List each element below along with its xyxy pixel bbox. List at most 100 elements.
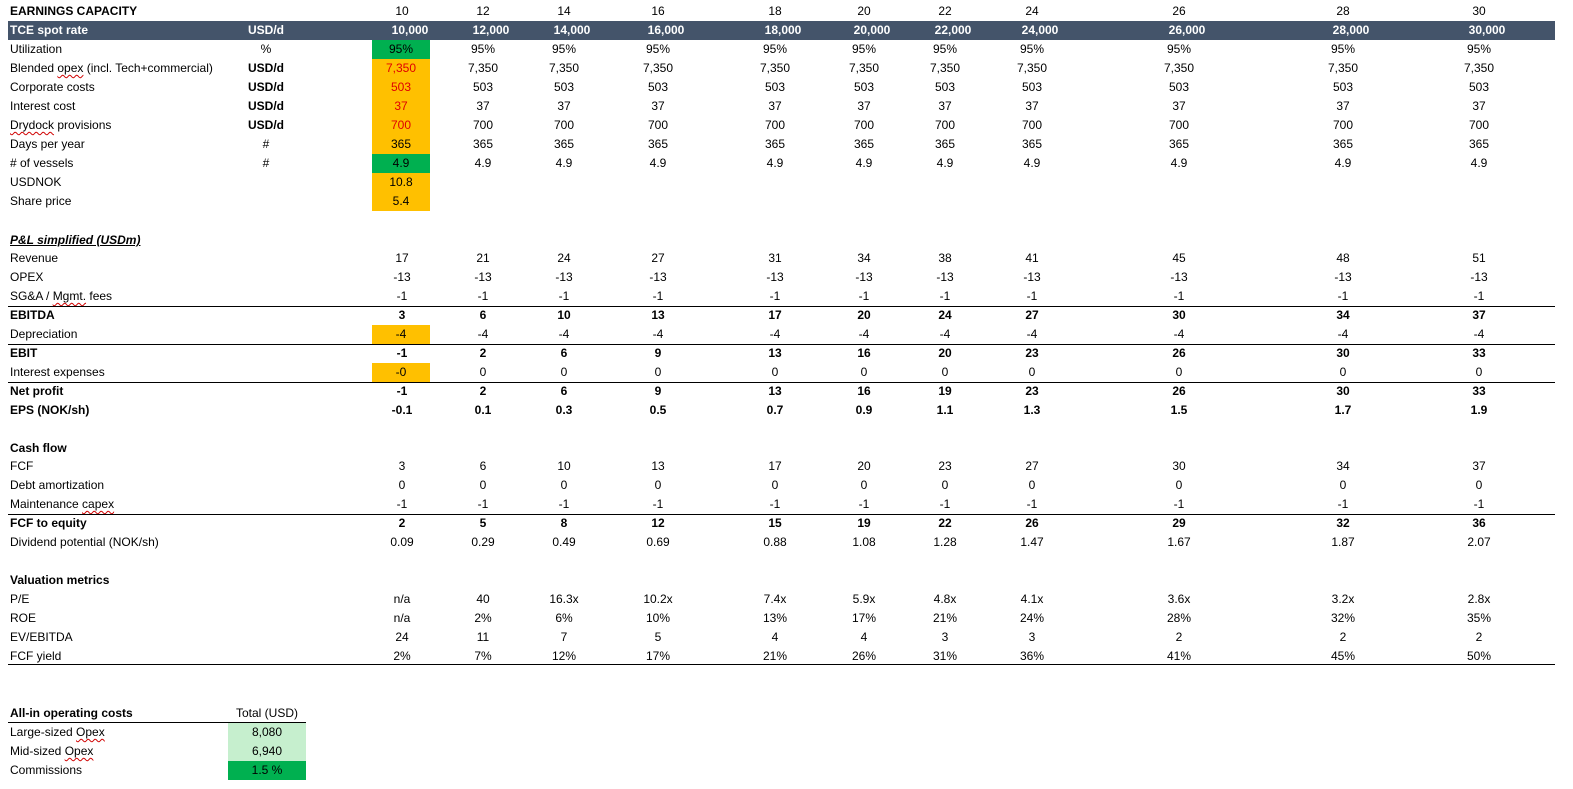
value-cell[interactable]: 1.9	[1470, 403, 1488, 417]
value-cell[interactable]: 10%	[645, 611, 671, 625]
value-cell[interactable]: 17%	[851, 611, 877, 625]
value-cell[interactable]: 0	[479, 478, 487, 492]
row-label[interactable]: ROE	[10, 611, 37, 625]
value-cell[interactable]: -1	[396, 497, 408, 511]
value-cell[interactable]: 0.1	[474, 403, 492, 417]
value-cell[interactable]: 1.1	[936, 403, 954, 417]
value-cell[interactable]: 700	[372, 116, 430, 135]
value-cell[interactable]: 0	[1028, 478, 1036, 492]
row-label[interactable]: Debt amortization	[10, 478, 105, 492]
value-cell[interactable]: 38	[938, 251, 952, 265]
value-cell[interactable]: 34	[1336, 459, 1350, 473]
value-cell[interactable]: -1	[396, 289, 408, 303]
value-cell[interactable]: -1	[396, 346, 408, 360]
row-label[interactable]: Depreciation	[10, 327, 78, 341]
value-cell[interactable]: -13	[1470, 270, 1488, 284]
value-cell[interactable]: 4.8x	[933, 592, 957, 606]
value-cell[interactable]: -1	[477, 289, 489, 303]
value-cell[interactable]: 0.7	[766, 403, 784, 417]
value-cell[interactable]: n/a	[393, 592, 411, 606]
value-cell[interactable]: 6%	[555, 611, 573, 625]
value-cell[interactable]: 22,000	[934, 23, 972, 37]
value-cell[interactable]: 32%	[1330, 611, 1356, 625]
value-cell[interactable]: 95%	[1466, 42, 1492, 56]
value-cell[interactable]: -13	[1170, 270, 1188, 284]
unit-label[interactable]: #	[262, 137, 270, 151]
value-cell[interactable]: 0	[1175, 478, 1183, 492]
value-cell[interactable]: 0.69	[646, 535, 670, 549]
value-cell[interactable]: 0	[398, 478, 406, 492]
value-cell[interactable]: 9	[654, 346, 662, 360]
row-label[interactable]: Interest cost	[10, 99, 76, 113]
row-label[interactable]: EBITDA	[10, 308, 55, 322]
value-cell[interactable]: 20,000	[853, 23, 891, 37]
value-cell[interactable]: 5	[654, 630, 662, 644]
value-cell[interactable]: 13	[768, 346, 782, 360]
value-cell[interactable]: 24	[938, 308, 952, 322]
value-cell[interactable]: 700	[1468, 118, 1490, 132]
value-cell[interactable]: 36	[1472, 516, 1486, 530]
value-cell[interactable]: 34	[1336, 308, 1350, 322]
value-cell[interactable]: 36%	[1019, 649, 1045, 663]
value-cell[interactable]: 365	[853, 137, 875, 151]
column-header[interactable]: 18	[768, 4, 782, 18]
value-cell[interactable]: 4.9	[372, 154, 430, 173]
value-cell[interactable]: 37	[476, 99, 490, 113]
value-cell[interactable]: 26,000	[1168, 23, 1206, 37]
row-label[interactable]: SG&A / Mgmt. fees	[10, 289, 113, 303]
value-cell[interactable]: 0	[771, 478, 779, 492]
row-label[interactable]: Maintenance capex	[10, 497, 115, 511]
column-header[interactable]: 30	[1472, 4, 1486, 18]
value-cell[interactable]: 2	[1475, 630, 1483, 644]
value-cell[interactable]: 700	[1168, 118, 1190, 132]
value-cell[interactable]: 0	[941, 365, 949, 379]
value-cell[interactable]: 33	[1472, 384, 1486, 398]
value-cell[interactable]: 365	[553, 137, 575, 151]
row-label[interactable]: EBIT	[10, 346, 38, 360]
value-cell[interactable]: 50%	[1466, 649, 1492, 663]
row-label[interactable]: Large-sized Opex	[10, 725, 105, 739]
value-cell[interactable]: 0	[1475, 365, 1483, 379]
value-cell[interactable]: 4.9	[855, 156, 873, 170]
value-cell[interactable]: -1	[1473, 497, 1485, 511]
value-cell[interactable]: 10	[557, 459, 571, 473]
value-cell[interactable]: -13	[649, 270, 667, 284]
value-cell[interactable]: -1	[558, 497, 570, 511]
row-label[interactable]: Dividend potential (NOK/sh)	[10, 535, 159, 549]
value-cell[interactable]: 8	[560, 516, 568, 530]
value-cell[interactable]: 95%	[762, 42, 788, 56]
value-cell[interactable]: -4	[477, 327, 489, 341]
value-cell[interactable]: -13	[936, 270, 954, 284]
value-cell[interactable]: 1.3	[1023, 403, 1041, 417]
value-cell[interactable]: -1	[1026, 497, 1038, 511]
value-cell[interactable]: 2	[1175, 630, 1183, 644]
value-cell[interactable]: -13	[1334, 270, 1352, 284]
value-cell[interactable]: 365	[1168, 137, 1190, 151]
value-cell[interactable]: 32	[1336, 516, 1350, 530]
value-cell[interactable]: 37	[1472, 99, 1486, 113]
value-cell[interactable]: 1.7	[1334, 403, 1352, 417]
value-cell[interactable]: 503	[472, 80, 494, 94]
value-cell[interactable]: -13	[474, 270, 492, 284]
value-cell[interactable]: 95%	[645, 42, 671, 56]
row-label[interactable]: FCF to equity	[10, 516, 87, 530]
value-cell[interactable]: 3	[398, 308, 406, 322]
value-cell[interactable]: 23	[1025, 346, 1039, 360]
value-cell[interactable]: 37	[1172, 99, 1186, 113]
value-cell[interactable]: 3.6x	[1167, 592, 1191, 606]
value-cell[interactable]: -1	[1337, 289, 1349, 303]
value-cell[interactable]: 48	[1336, 251, 1350, 265]
row-label[interactable]: P/E	[10, 592, 30, 606]
value-cell[interactable]: 16	[857, 384, 871, 398]
value-cell[interactable]: 700	[647, 118, 669, 132]
value-cell[interactable]: 0	[1339, 478, 1347, 492]
row-label[interactable]: OPEX	[10, 270, 44, 284]
value-cell[interactable]: 7	[560, 630, 568, 644]
value-cell[interactable]: 30	[1336, 346, 1350, 360]
value-cell[interactable]: 4.9	[555, 156, 573, 170]
row-label[interactable]: EV/EBITDA	[10, 630, 73, 644]
value-cell[interactable]: 15	[768, 516, 782, 530]
value-cell[interactable]: -13	[855, 270, 873, 284]
value-cell[interactable]: 503	[934, 80, 956, 94]
row-label[interactable]: # of vessels	[10, 156, 74, 170]
